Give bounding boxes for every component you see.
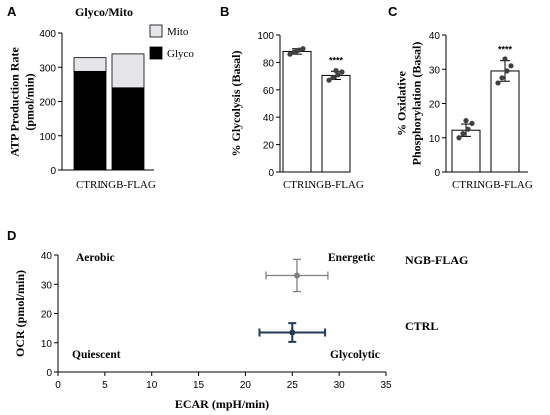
panel-b-bar — [321, 74, 351, 173]
panel-d-x-tick-label: 35 — [380, 380, 392, 391]
panel-c-y-tick-label: 30 — [429, 65, 441, 76]
panel-b-significance: **** — [329, 55, 344, 65]
panel-c-data-point — [456, 135, 462, 141]
panel-a-y-tick-label: 200 — [39, 98, 56, 109]
panel-b-data-point — [294, 48, 300, 54]
panel-c-data-point — [508, 63, 514, 69]
panel-b-y-tick-label: 60 — [263, 86, 275, 97]
panel-d-quadrant-label: Energetic — [328, 252, 375, 264]
panel-c-y-tick-label: 10 — [429, 134, 441, 145]
panel-a-legend-swatch — [149, 24, 163, 38]
panel-b-bar — [282, 50, 312, 173]
panel-letter-c: C — [388, 4, 398, 19]
panel-c-y-tick-label: 20 — [429, 100, 441, 111]
panel-d-x-label: ECAR (mpH/min) — [175, 397, 269, 411]
panel-a-bar-mito — [111, 53, 145, 89]
panel-c-x-tick-label: NGB-FLAG — [477, 179, 533, 191]
panel-a-bar-mito — [73, 57, 107, 72]
panel-d-x-tick-label: 10 — [146, 380, 158, 391]
panel-a-y-tick-label: 100 — [39, 132, 56, 143]
panel-d-y-tick-label: 10 — [41, 339, 53, 350]
panel-d-quadrant-label: Quiescent — [72, 349, 121, 361]
panel-c-data-point — [463, 118, 469, 124]
panel-a-x-tick-label: CTRL — [76, 179, 104, 191]
panel-a-legend-swatch — [149, 46, 163, 60]
panel-d-y-tick-label: 40 — [41, 251, 53, 262]
panel-letter-a: A — [7, 4, 17, 19]
panel-d-quadrant-label: Glycolytic — [330, 349, 380, 361]
panel-c-data-point — [495, 80, 501, 86]
panel-c-y-tick-label: 0 — [434, 168, 440, 179]
panel-c-y-tick-label: 40 — [429, 31, 441, 42]
panel-b-x-tick-label: CTRL — [283, 179, 311, 191]
panel-d-x-tick-label: 30 — [334, 380, 346, 391]
panel-a-y-label: ATP Production Rate — [8, 47, 22, 157]
panel-a-title: Glyco/Mito — [75, 5, 133, 19]
panel-letter-d: D — [7, 228, 16, 243]
panel-b-data-point — [339, 69, 345, 75]
panel-c-data-point — [499, 75, 505, 81]
panel-d-data-point — [289, 329, 296, 336]
panel-b-y-tick-label: 0 — [268, 168, 274, 179]
panel-d-x-tick-label: 5 — [102, 380, 108, 391]
panel-d-x-tick-label: 0 — [55, 380, 61, 391]
panel-a-legend-label: Mito — [167, 26, 189, 38]
panel-letter-b: B — [220, 4, 229, 19]
panel-a-bar-glyco — [111, 87, 145, 171]
panel-c-data-point — [502, 56, 508, 62]
panel-a-y-tick-label: 0 — [50, 166, 56, 177]
panel-b-data-point — [335, 72, 341, 78]
panel-b-data-point — [300, 46, 306, 52]
panel-b-y-label: % Glycolysis (Basal) — [229, 50, 243, 156]
panel-d-x-tick-label: 15 — [193, 380, 205, 391]
panel-b-data-point — [333, 68, 339, 74]
panel-d-x-tick-label: 20 — [240, 380, 252, 391]
panel-d-y-tick-label: 0 — [46, 368, 52, 379]
panel-b-x-tick-label: NGB-FLAG — [308, 179, 364, 191]
panel-c-data-point — [469, 120, 475, 126]
panel-c-y-label: % Oxidative — [395, 70, 409, 136]
panel-a-y-label: (pmol/min) — [23, 73, 37, 130]
panel-d-y-label: OCR (pmol/min) — [13, 270, 27, 357]
panel-c-significance: **** — [498, 45, 513, 55]
panel-c-x-tick-label: CTRL — [452, 179, 480, 191]
panel-d-y-tick-label: 20 — [41, 310, 53, 321]
panel-b-y-tick-label: 100 — [257, 31, 274, 42]
panel-b-data-point — [326, 77, 332, 83]
panel-c-data-point — [465, 126, 471, 132]
panel-a-y-tick-label: 400 — [39, 29, 56, 40]
panel-a-legend-label: Glyco — [167, 48, 194, 60]
panel-d-x-tick-label: 25 — [287, 380, 299, 391]
panel-b-y-tick-label: 20 — [263, 141, 275, 152]
panel-c-data-point — [460, 131, 466, 137]
panel-a-bar-glyco — [73, 70, 107, 171]
panel-c-y-label: Phosphorylation (Basal) — [410, 42, 424, 166]
panel-c-data-point — [504, 68, 510, 74]
panel-d-data-point — [293, 272, 300, 279]
panel-b-data-point — [330, 74, 336, 81]
panel-d-quadrant-label: Aerobic — [76, 252, 115, 264]
panel-d-series-label: CTRL — [405, 319, 438, 333]
panel-b-y-tick-label: 80 — [263, 58, 275, 69]
panel-a-x-tick-label: NGB-FLAG — [100, 179, 156, 191]
panel-d-y-tick-label: 30 — [41, 280, 53, 291]
panel-c-bar — [490, 70, 520, 173]
panel-d-series-label: NGB-FLAG — [405, 253, 468, 267]
panel-a-y-tick-label: 300 — [39, 63, 56, 74]
panel-b-data-point — [287, 51, 293, 57]
panel-b-y-tick-label: 40 — [263, 113, 275, 124]
